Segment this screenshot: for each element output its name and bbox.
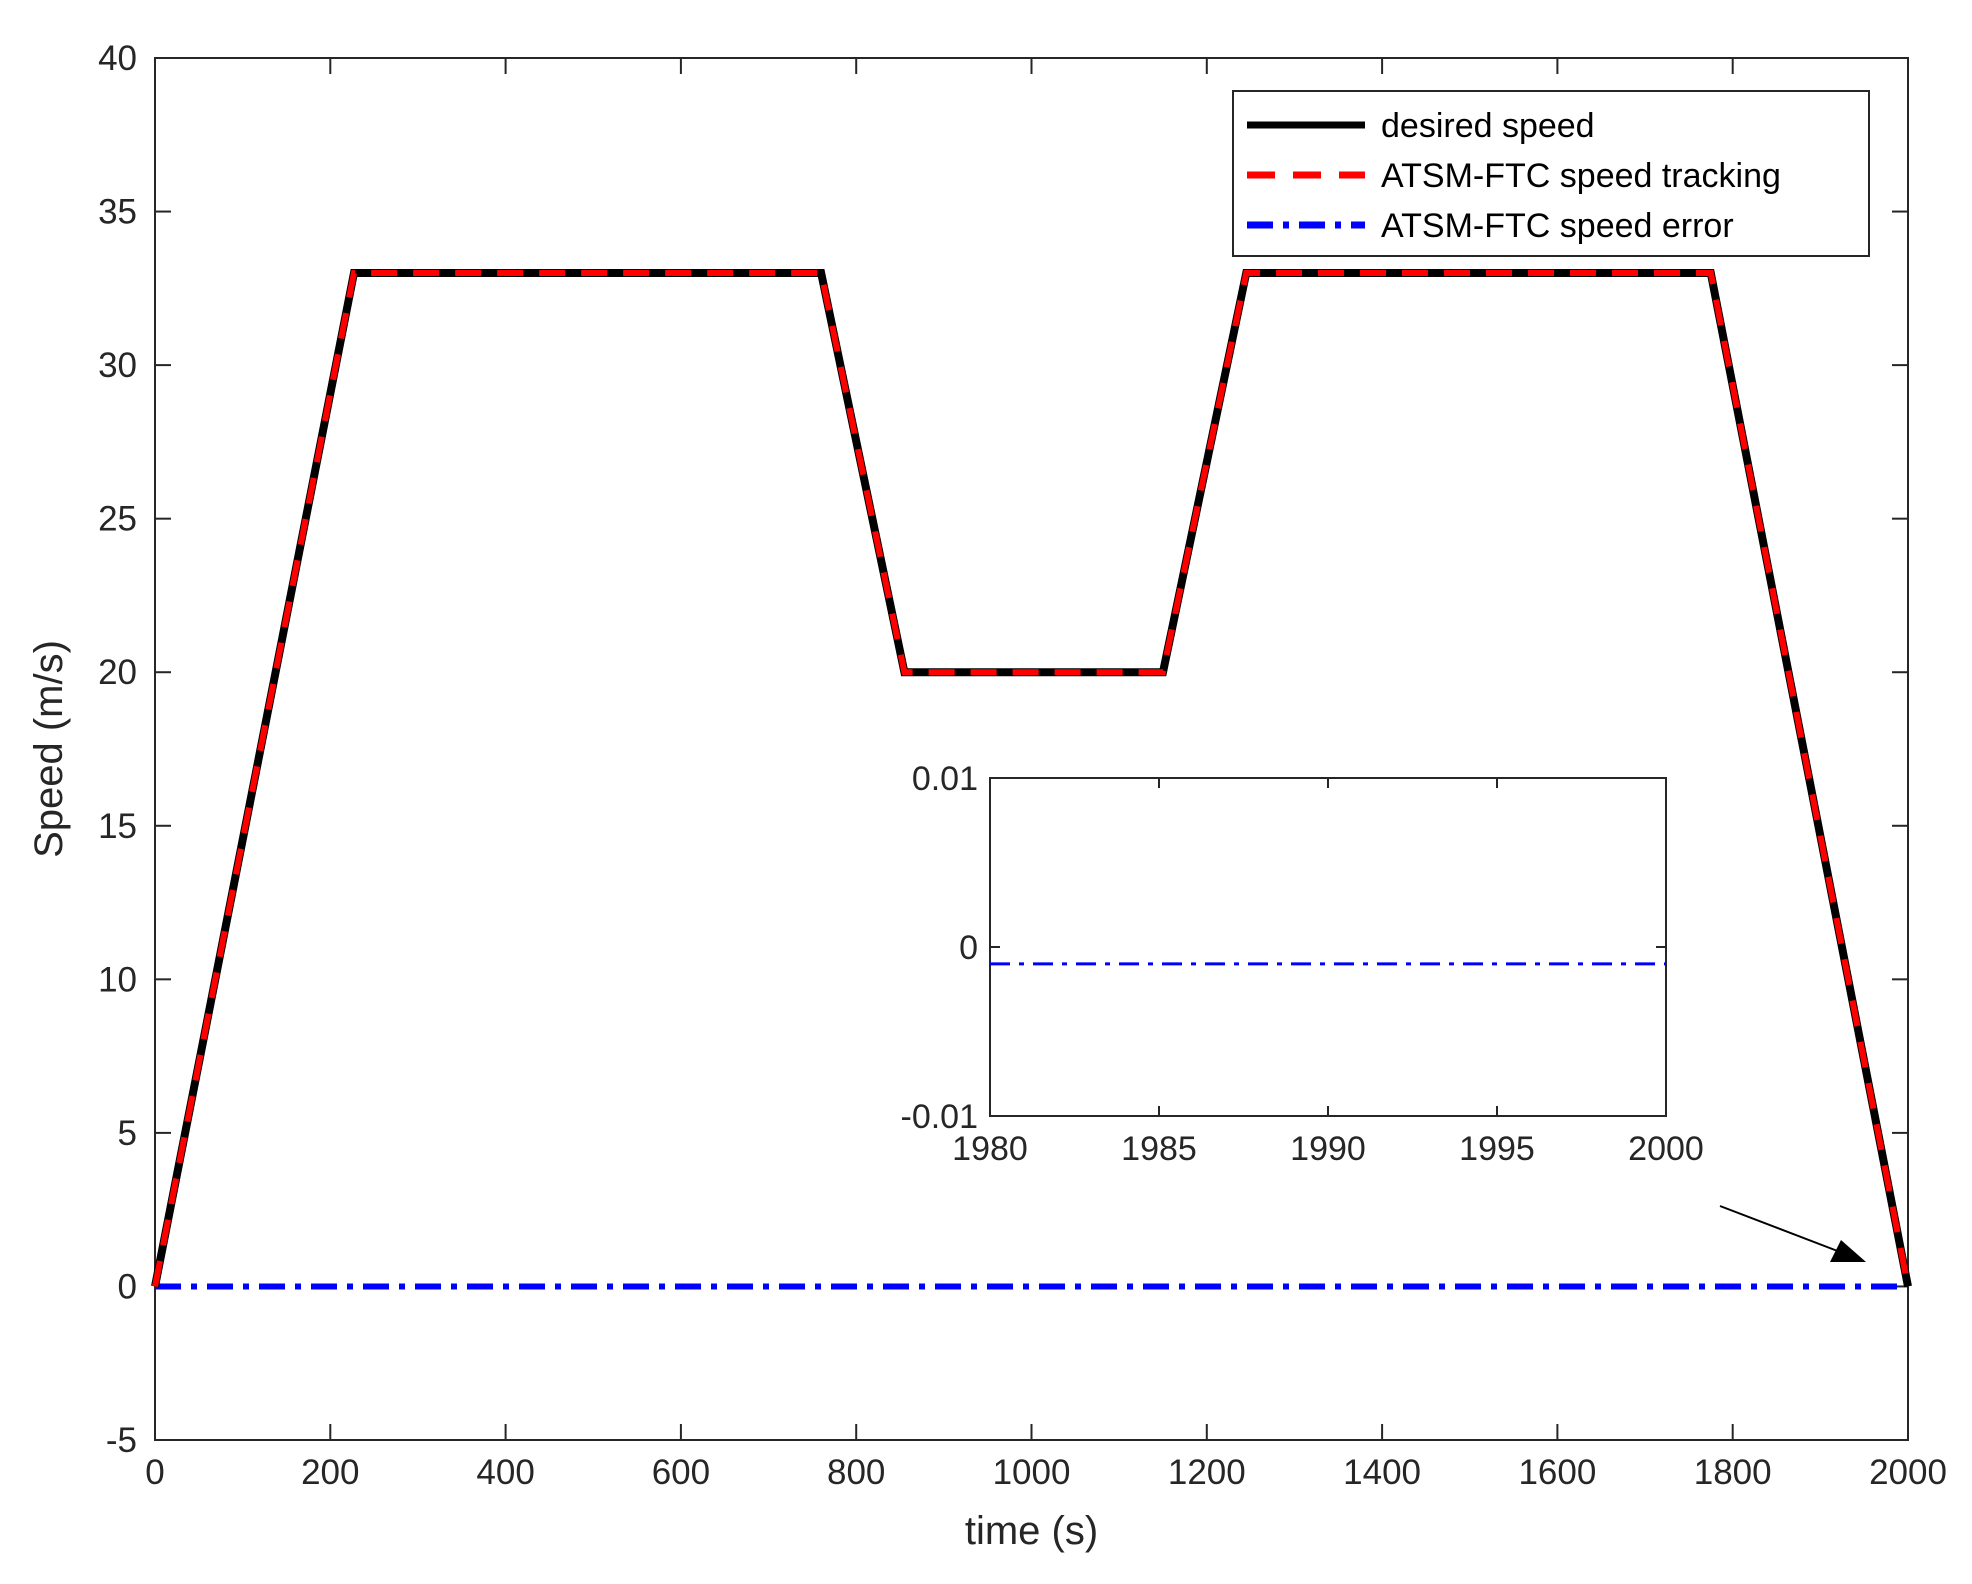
y-tick-label: 15 [98,807,137,846]
x-tick-label: 1800 [1694,1453,1772,1492]
inset-x-tick-label: 1980 [952,1130,1028,1168]
legend-label-atsm-ftc-speed-error: ATSM-FTC speed error [1381,207,1734,245]
x-tick-label: 1600 [1518,1453,1596,1492]
inset-y-tick-label: 0 [959,929,978,967]
legend: desired speed ATSM-FTC speed tracking ATSM… [1232,90,1870,257]
y-tick-label: -5 [106,1421,137,1460]
main-plot-area: 0 200 400 600 800 1000 1200 1400 1600 1800 2000-50… [27,39,1947,1553]
x-tick-label: 1000 [993,1453,1071,1492]
zoom-arrow [1719,1205,1866,1262]
inset-axes-frame [989,777,1667,1117]
inset-plot-area: 1980 1985 1990 1995 2000 -0.01 0 0.01 [901,760,1704,1168]
x-tick-label: 800 [827,1453,885,1492]
legend-label-desired-speed: desired speed [1381,107,1595,145]
inset-x-tick-label: 2000 [1628,1130,1704,1168]
inset-x-tick-label: 1990 [1290,1130,1366,1168]
main-axes-frame [154,57,1909,1441]
y-tick-label: 25 [98,500,137,539]
y-tick-label: 10 [98,960,137,999]
series-line-atsm-ftc-speed-tracking [152,269,1911,1288]
legend-label-atsm-ftc-speed-tracking: ATSM-FTC speed tracking [1381,157,1781,195]
x-tick-label: 2000 [1869,1453,1947,1492]
y-tick-label: 0 [118,1267,137,1306]
y-tick-label: 5 [118,1114,137,1153]
inset-x-tick-label: 1985 [1121,1130,1197,1168]
y-tick-label: 35 [98,193,137,232]
x-tick-label: 0 [145,1453,164,1492]
inset-y-tick-label: -0.01 [901,1098,979,1136]
y-axis-title: Speed (m/s) [27,640,71,858]
inset-x-tick-label: 1995 [1459,1130,1535,1168]
x-tick-label: 1400 [1343,1453,1421,1492]
x-tick-label: 1200 [1168,1453,1246,1492]
y-tick-label: 40 [98,39,137,78]
arrow-head-icon [1830,1240,1866,1262]
y-tick-label: 30 [98,346,137,385]
inset-y-tick-label: 0.01 [912,760,978,798]
x-tick-label: 200 [301,1453,359,1492]
x-tick-label: 400 [476,1453,534,1492]
x-axis-title: time (s) [965,1509,1098,1553]
y-tick-label: 20 [98,653,137,692]
x-tick-label: 600 [652,1453,710,1492]
